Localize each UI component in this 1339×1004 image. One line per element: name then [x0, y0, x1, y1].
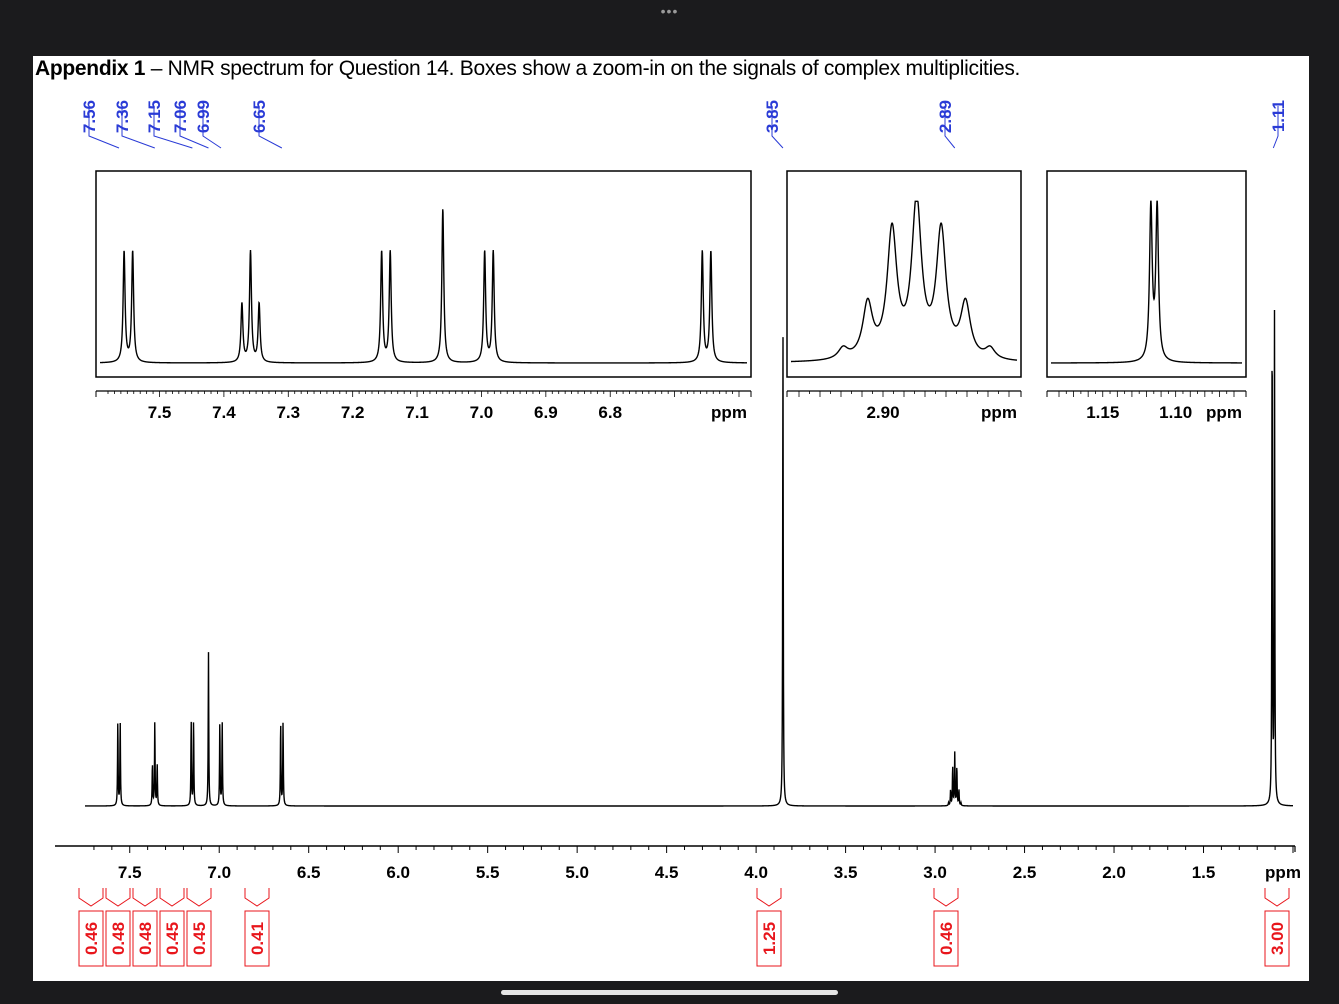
integral-value: 0.48 [136, 922, 155, 955]
integral-bracket [186, 888, 212, 907]
peak-label-connector [944, 106, 956, 149]
x-tick-label: 2.5 [1013, 863, 1037, 882]
inset-box [786, 170, 1022, 378]
x-tick-label: 4.5 [655, 863, 679, 882]
integral-value: 3.00 [1268, 922, 1287, 955]
integral-box [159, 910, 185, 967]
integral-box [186, 910, 212, 967]
x-tick-label: 7.5 [118, 863, 142, 882]
x-tick-label: 3.0 [923, 863, 947, 882]
x-tick-label: 1.5 [1192, 863, 1216, 882]
integral-box [244, 910, 270, 967]
integral-box [933, 910, 959, 967]
peak-label-connector [202, 106, 222, 149]
home-indicator[interactable] [501, 990, 838, 995]
integral-box [756, 910, 782, 967]
peak-label-connector [121, 106, 155, 149]
x-axis-unit-label: ppm [1265, 863, 1301, 882]
caption-appendix-label: Appendix 1 [35, 57, 146, 80]
integral-value: 1.25 [760, 922, 779, 955]
inset-tick-label: 7.4 [212, 403, 236, 422]
x-tick-label: 5.0 [565, 863, 589, 882]
spectrum-trace [85, 309, 1294, 807]
x-tick-label: 5.5 [476, 863, 500, 882]
integral-bracket [756, 888, 782, 907]
x-tick-label: 6.0 [386, 863, 410, 882]
integral-box [78, 910, 104, 967]
peak-label-connector [258, 106, 283, 149]
inset-tick-label: 7.1 [405, 403, 429, 422]
x-tick-label: 4.0 [744, 863, 768, 882]
integral-bracket [159, 888, 185, 907]
zoom-inset-2: 2.90 ppm [786, 170, 1022, 422]
peak-label-connector [1272, 106, 1279, 149]
x-tick-label: 3.5 [834, 863, 858, 882]
integral-value: 0.45 [163, 922, 182, 955]
inset-tick-label: 7.3 [276, 403, 300, 422]
inset-box [1046, 170, 1247, 378]
integral-value: 0.45 [190, 922, 209, 955]
peak-label-connector [153, 106, 193, 149]
integral-bracket [1264, 888, 1290, 907]
integral-bracket [132, 888, 158, 907]
inset-trace [100, 209, 747, 364]
inset-tick-label: 7.2 [341, 403, 365, 422]
inset-trace [790, 200, 1018, 363]
integral-bracket [244, 888, 270, 907]
x-tick-label: 6.5 [297, 863, 321, 882]
integral-value: 0.46 [937, 922, 956, 955]
inset-unit-label: ppm [981, 403, 1017, 422]
peak-label-connector [179, 106, 209, 149]
appendix-figure: Appendix 1 – NMR spectrum for Question 1… [33, 56, 1309, 981]
integral-bracket [105, 888, 131, 907]
window-menu-dots[interactable]: ••• [660, 3, 679, 19]
integral-bracket [933, 888, 959, 907]
figure-caption: Appendix 1 – NMR spectrum for Question 1… [35, 57, 1020, 81]
inset-unit-label: ppm [1206, 403, 1242, 422]
inset-tick-label: 6.9 [534, 403, 558, 422]
nmr-spectrum-chart: 7.5 7.0 6.5 6.0 5.5 5.0 4.5 4.0 3.5 3.0 2.5 2.0 1.5 p… [55, 100, 1301, 967]
inset-tick-label: 7.0 [470, 403, 494, 422]
inset-trace [1050, 200, 1242, 364]
inset-unit-label: ppm [711, 403, 747, 422]
inset-tick-label: 2.90 [866, 403, 899, 422]
integral-bracket [78, 888, 104, 907]
zoom-inset-3: 1.15 1.10 ppm [1046, 170, 1247, 422]
x-tick-label: 2.0 [1102, 863, 1126, 882]
inset-tick-label: 1.15 [1086, 403, 1119, 422]
peak-label-connector [771, 106, 784, 149]
integral-box [132, 910, 158, 967]
inset-tick-label: 1.10 [1159, 403, 1192, 422]
zoom-inset-1: 7.5 7.4 7.3 7.2 7.1 7.0 6.9 6.8 ppm [95, 170, 752, 422]
inset-tick-label: 7.5 [148, 403, 172, 422]
x-tick-label: 7.0 [207, 863, 231, 882]
integral-value: 0.46 [82, 922, 101, 955]
inset-box [95, 170, 752, 378]
integral-value: 0.48 [109, 922, 128, 955]
integral-box [1264, 910, 1290, 967]
integral-box [105, 910, 131, 967]
inset-tick-label: 6.8 [598, 403, 622, 422]
caption-text: – NMR spectrum for Question 14. Boxes sh… [145, 57, 1021, 80]
peak-label-connector [88, 106, 120, 149]
integral-value: 0.41 [248, 922, 267, 955]
